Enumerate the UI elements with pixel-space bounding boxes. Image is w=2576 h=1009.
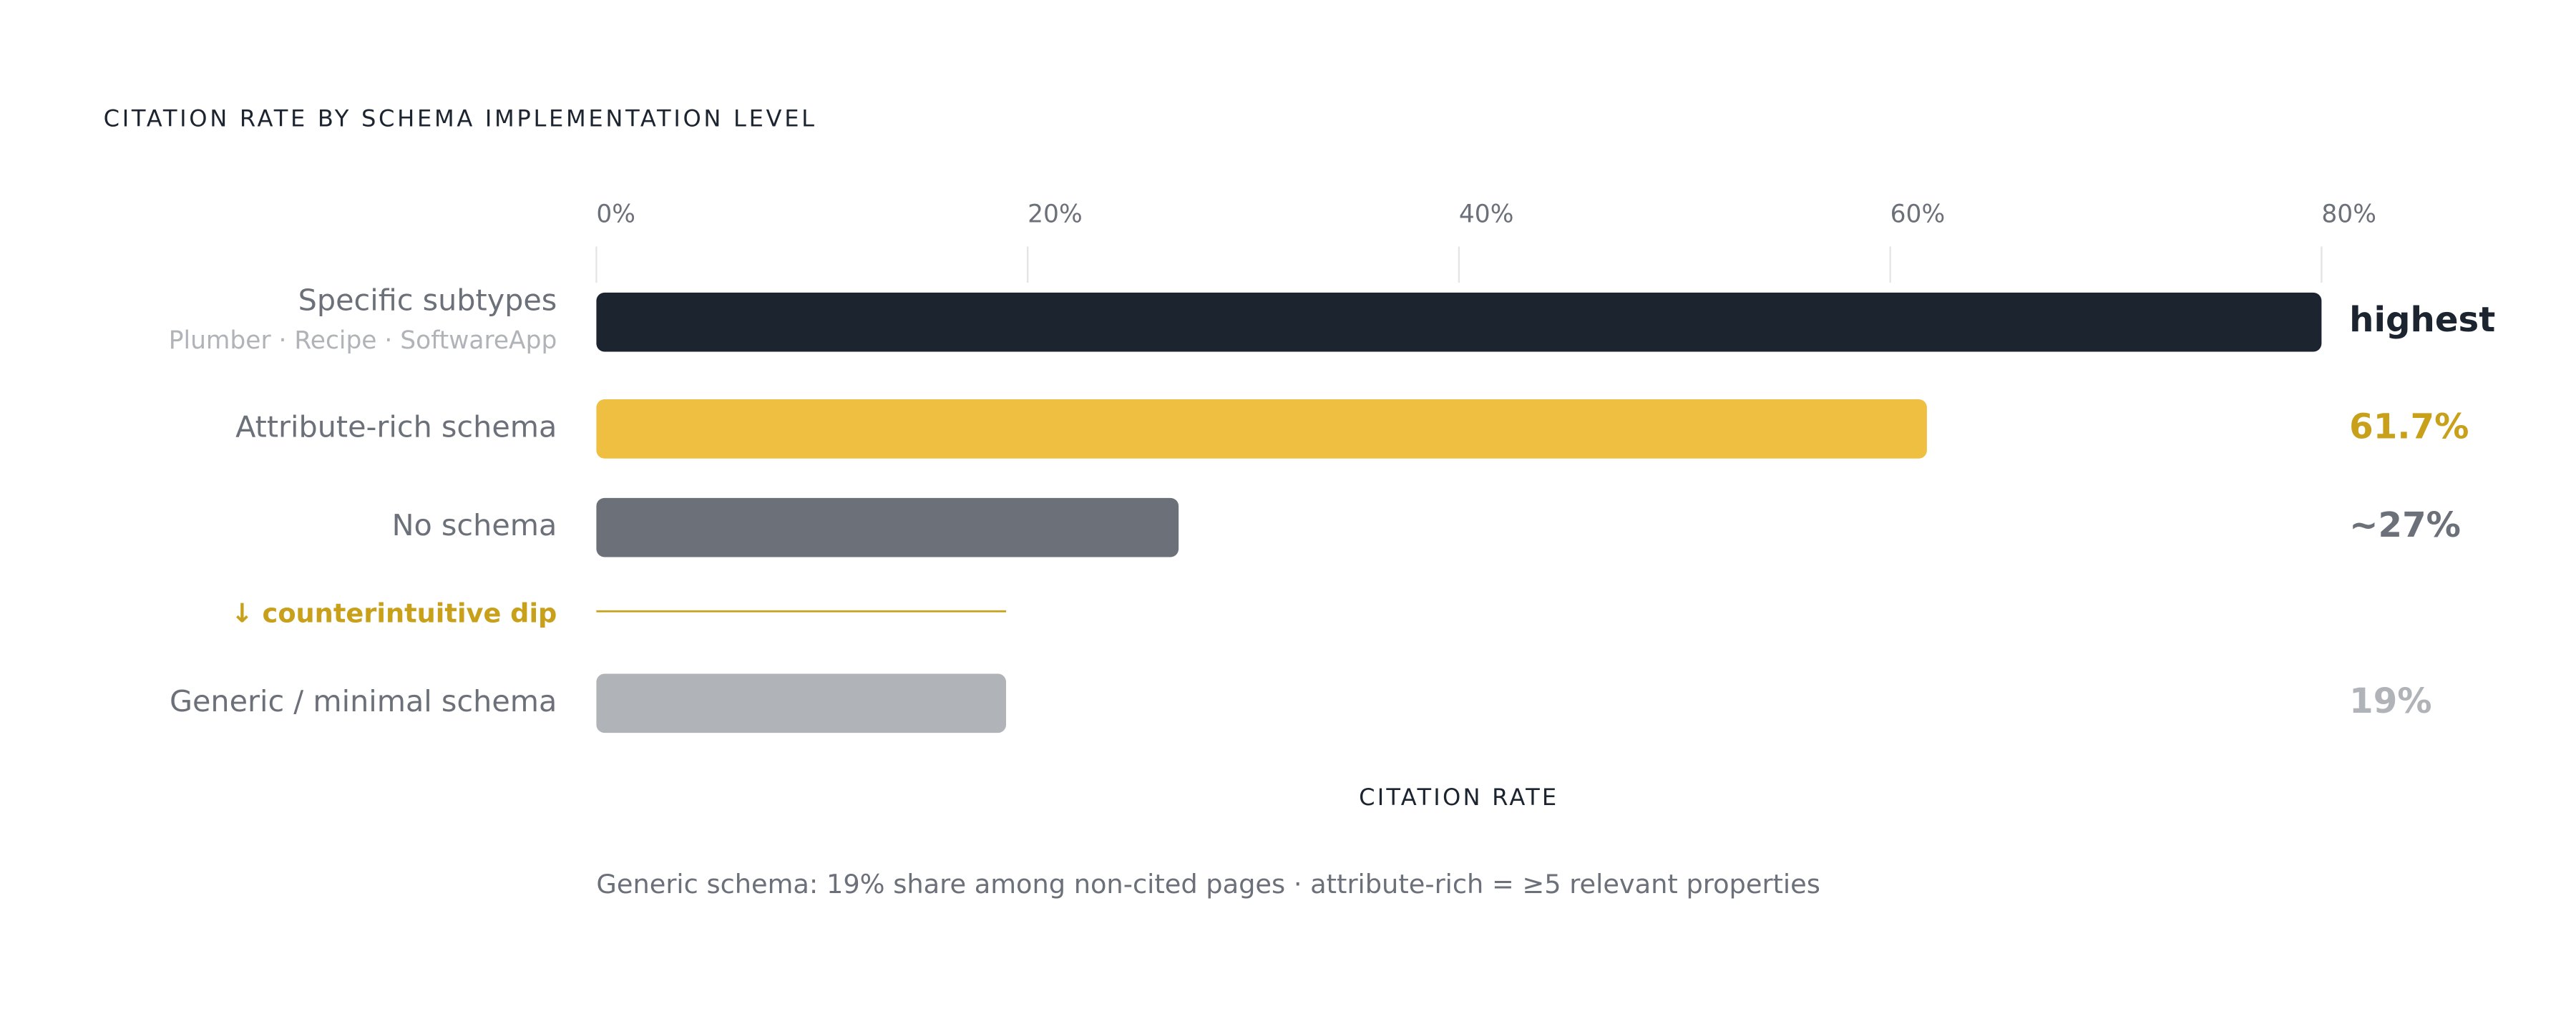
x-tick-label: 80% bbox=[2321, 200, 2376, 228]
annotation: ↓ counterintuitive dip bbox=[231, 598, 557, 628]
value-label: 61.7% bbox=[2349, 406, 2469, 447]
value-label: 19% bbox=[2349, 681, 2431, 721]
value-label: ~27% bbox=[2349, 505, 2461, 545]
category-label: Attribute-rich schema bbox=[235, 409, 557, 444]
chart-title: CITATION RATE BY SCHEMA IMPLEMENTATION L… bbox=[104, 105, 817, 132]
bar bbox=[596, 399, 1927, 459]
x-tick-label: 60% bbox=[1890, 200, 1946, 228]
bar bbox=[596, 497, 1179, 557]
category-label: Generic / minimal schema bbox=[170, 684, 557, 718]
bar bbox=[596, 292, 2322, 352]
category-note: Plumber · Recipe · SoftwareApp bbox=[169, 326, 557, 355]
value-label: highest bbox=[2349, 300, 2495, 340]
category-label: Specific subtypes bbox=[298, 283, 557, 318]
bar bbox=[596, 673, 1007, 733]
x-axis-title: CITATION RATE bbox=[1359, 784, 1558, 811]
x-tick-label: 40% bbox=[1459, 200, 1514, 228]
footnote: Generic schema: 19% share among non-cite… bbox=[596, 869, 1820, 900]
x-tick-label: 20% bbox=[1028, 200, 1083, 228]
category-label: No schema bbox=[392, 508, 557, 542]
x-tick-label: 0% bbox=[596, 200, 635, 228]
